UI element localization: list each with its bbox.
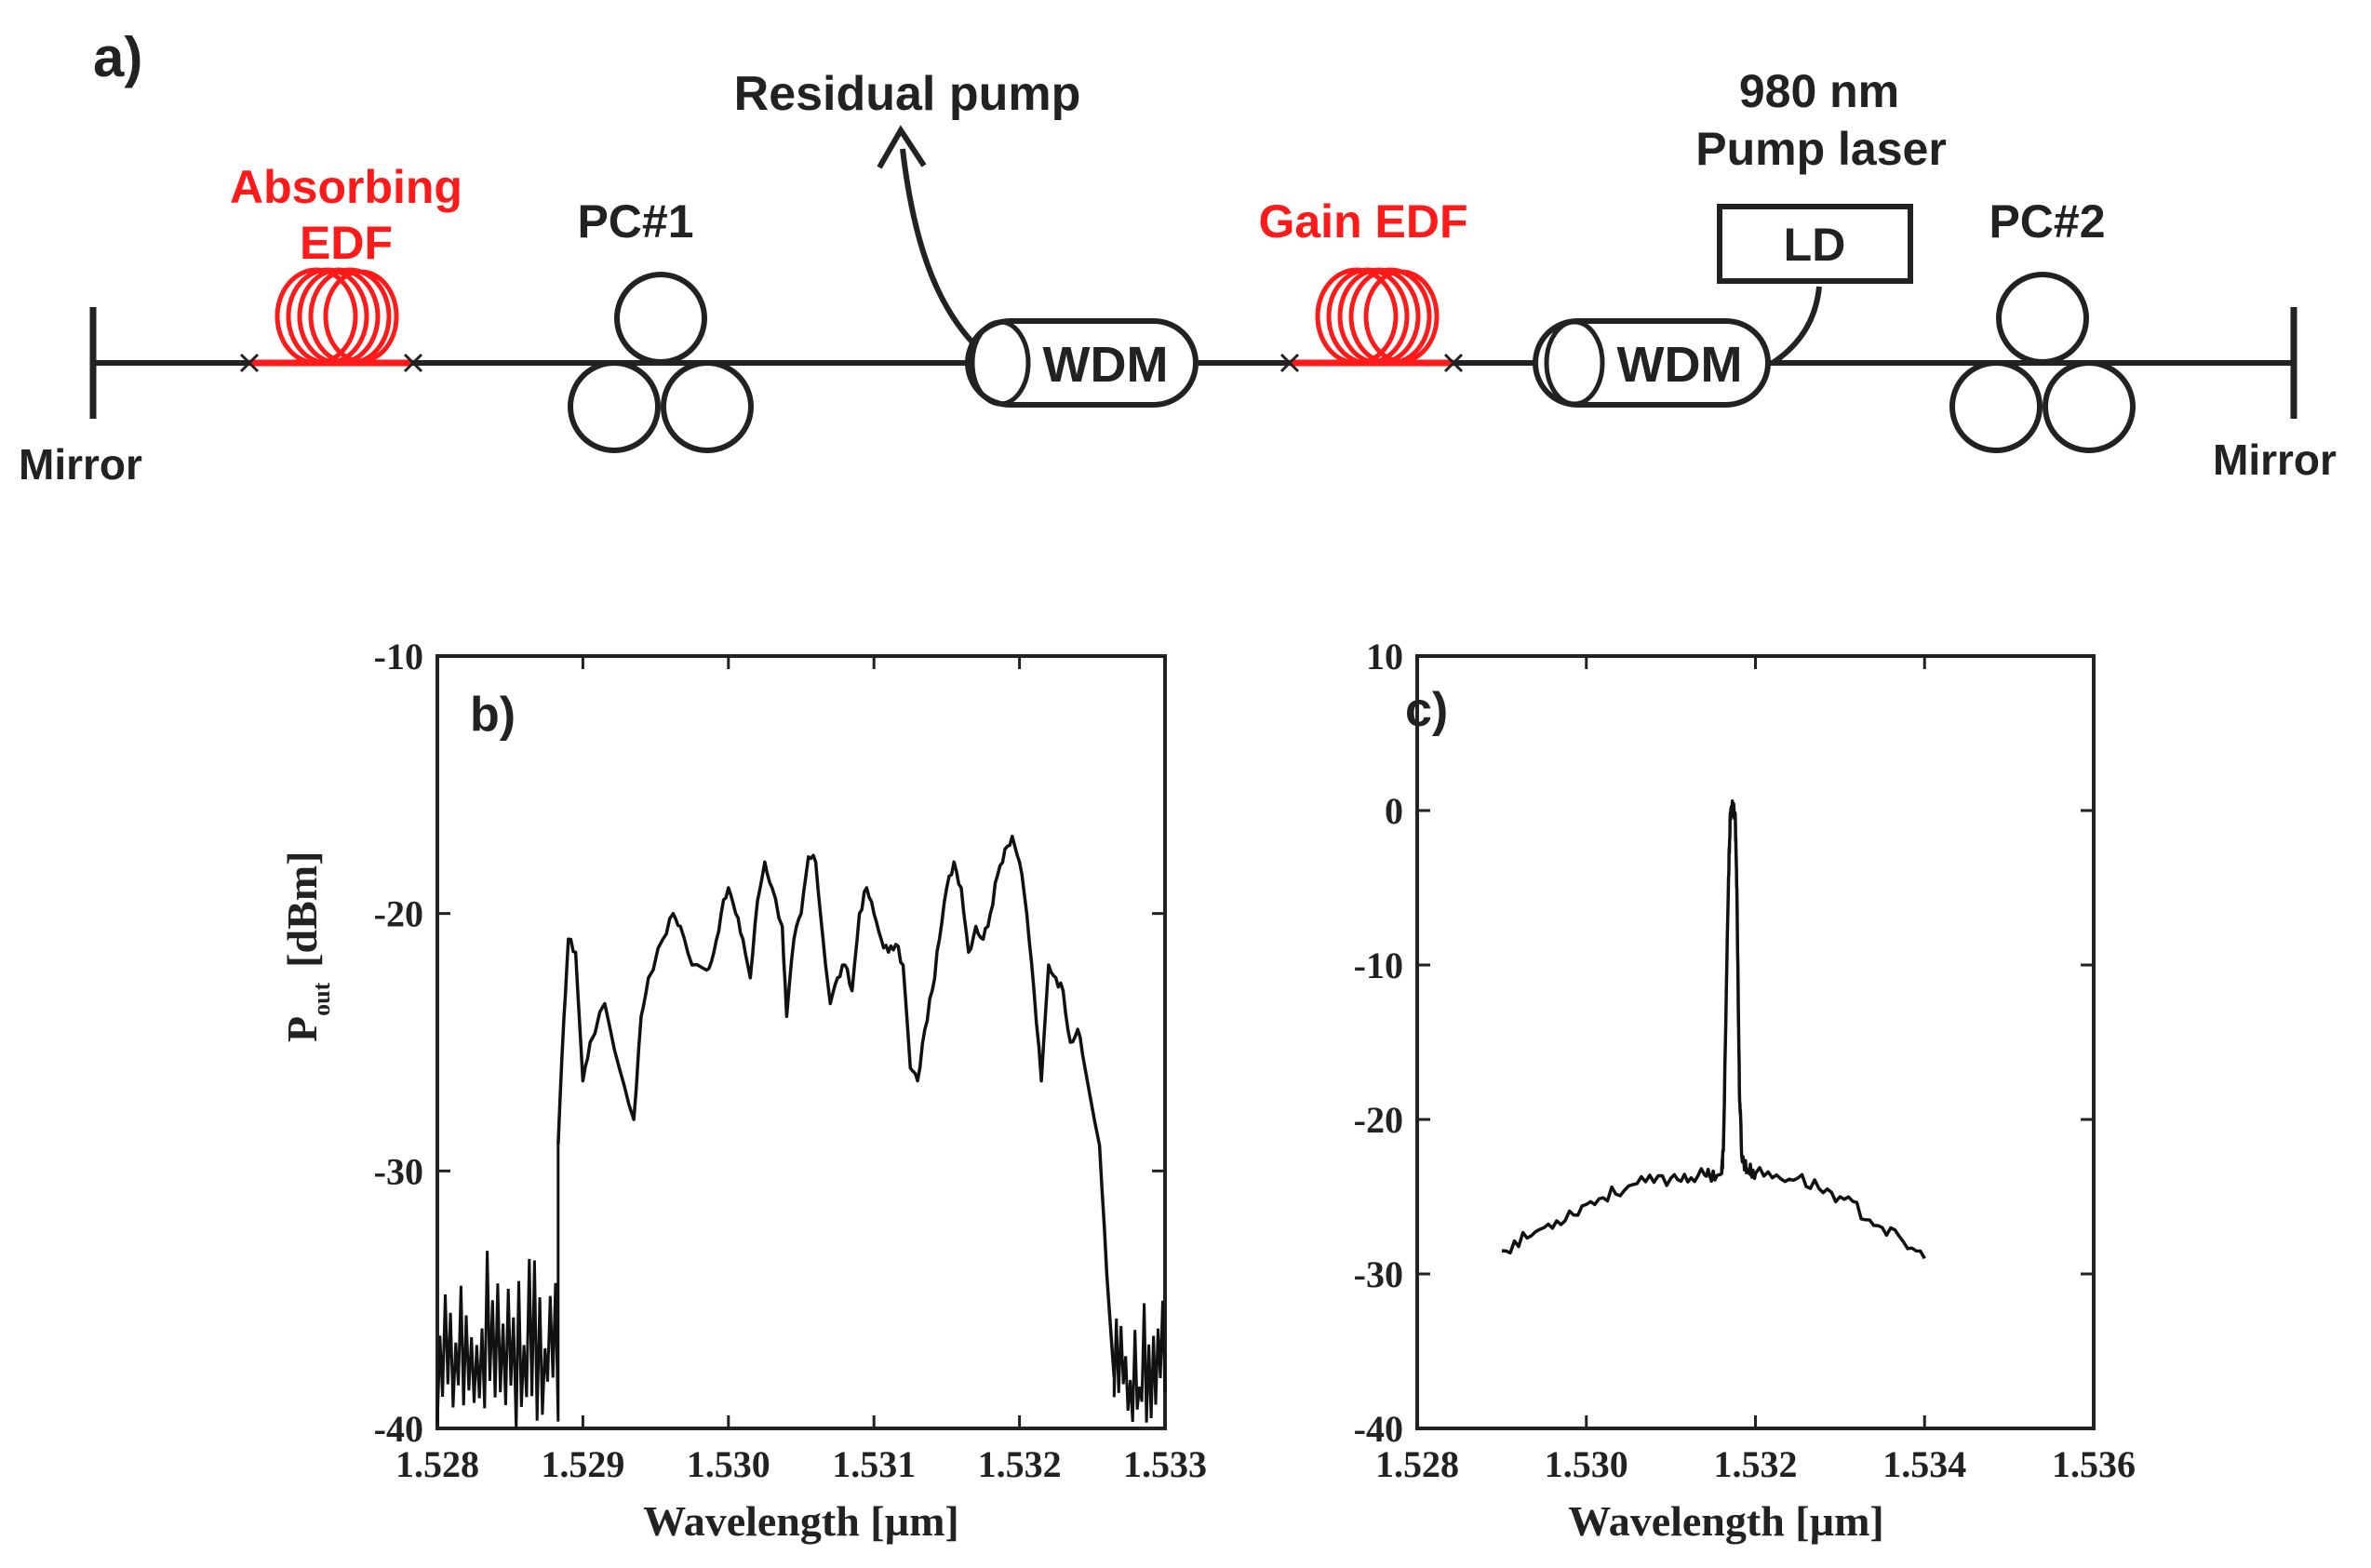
wdm-coupler-1 — [965, 318, 1199, 408]
chart-c-spectrum-line — [1501, 799, 1926, 1260]
c-ytick-label: -20 — [1354, 1099, 1403, 1141]
chart-c-frame — [1415, 654, 2096, 1430]
chart-b-tick-labels: 1.528 1.529 1.530 1.531 1.532 1.533 -10 -20 -30 -… — [374, 636, 1207, 1485]
chart-b-noise-right — [1112, 1300, 1167, 1423]
chart-b-ylabel: Pout [dBm] — [278, 851, 335, 1042]
setup-diagram: a) Mirror Mirror Absorbing EDF PC#1 — [19, 26, 2337, 489]
chart-b-ylabel-sub: out — [308, 982, 335, 1015]
gain-edf-coil — [1279, 267, 1464, 373]
chart-b-ylabel-main: P — [278, 1016, 326, 1042]
pc2-label: PC#2 — [1989, 195, 2105, 248]
ld-label: LD — [1784, 219, 1846, 271]
c-ytick-label: 0 — [1385, 790, 1403, 832]
c-xtick-label: 1.536 — [2052, 1443, 2136, 1485]
c-ytick-label: -10 — [1354, 945, 1403, 986]
chart-b-ticks — [435, 654, 1167, 1430]
pump-label-2: Pump laser — [1695, 123, 1947, 175]
chart-c: 1.528 1.530 1.532 1.534 1.536 10 0 -10 -20 -30 -40… — [1354, 636, 2136, 1545]
c-ytick-label: 10 — [1366, 636, 1403, 677]
b-xtick-label: 1.531 — [832, 1443, 916, 1485]
polarization-controller-1 — [568, 272, 754, 453]
b-xtick-label: 1.529 — [541, 1443, 624, 1485]
b-xtick-label: 1.528 — [395, 1443, 479, 1485]
chart-b-frame — [435, 654, 1167, 1430]
c-ytick-label: -40 — [1354, 1408, 1403, 1450]
absorbing-edf-label-2: EDF — [300, 217, 393, 269]
chart-c-panel-label: c) — [1405, 683, 1448, 737]
wdm2-label: WDM — [1617, 337, 1743, 393]
pump-label-1: 980 nm — [1739, 65, 1899, 117]
c-xtick-label: 1.528 — [1375, 1443, 1459, 1485]
c-xtick-label: 1.530 — [1545, 1443, 1628, 1485]
c-xtick-label: 1.534 — [1882, 1443, 1966, 1485]
chart-b-panel-label: b) — [470, 688, 516, 742]
b-ytick-label: -40 — [374, 1408, 423, 1450]
b-xtick-label: 1.533 — [1123, 1443, 1207, 1485]
mirror-left-label: Mirror — [19, 440, 142, 489]
c-ytick-label: -30 — [1354, 1253, 1403, 1295]
b-xtick-label: 1.530 — [687, 1443, 770, 1485]
b-xtick-label: 1.532 — [978, 1443, 1062, 1485]
chart-b-ylabel-unit: [dBm] — [278, 851, 326, 968]
wdm-coupler-2 — [1533, 318, 1771, 408]
absorbing-edf-label-1: Absorbing — [230, 161, 462, 213]
chart-c-xlabel: Wavelength [µm] — [1568, 1497, 1884, 1545]
pump-fiber — [1771, 286, 1822, 366]
b-ytick-label: -30 — [374, 1150, 423, 1192]
chart-b-xlabel: Wavelength [µm] — [643, 1497, 959, 1545]
c-xtick-label: 1.532 — [1714, 1443, 1798, 1485]
chart-c-ticks — [1415, 654, 2096, 1430]
svg-text:Pout[dBm]: Pout [dBm] — [278, 851, 335, 1042]
polarization-controller-2 — [1949, 272, 2136, 453]
residual-pump-label: Residual pump — [734, 67, 1081, 121]
panel-a-label: a) — [93, 26, 142, 88]
chart-b-noise-left — [435, 1145, 560, 1428]
chart-b-spectrum-line — [556, 834, 1117, 1377]
chart-b: 1.528 1.529 1.530 1.531 1.532 1.533 -10 -20 -30 -… — [278, 636, 1207, 1545]
b-ytick-label: -20 — [374, 893, 423, 935]
chart-c-tick-labels: 1.528 1.530 1.532 1.534 1.536 10 0 -10 -20 -30 -40 — [1354, 636, 2136, 1485]
wdm1-label: WDM — [1043, 337, 1169, 393]
mirror-right-label: Mirror — [2213, 436, 2337, 484]
absorbing-edf-coil — [239, 267, 423, 373]
pc1-label: PC#1 — [577, 195, 693, 248]
gain-edf-label: Gain EDF — [1258, 195, 1467, 248]
b-ytick-label: -10 — [374, 636, 423, 677]
laser-diode-box — [1717, 204, 1913, 284]
